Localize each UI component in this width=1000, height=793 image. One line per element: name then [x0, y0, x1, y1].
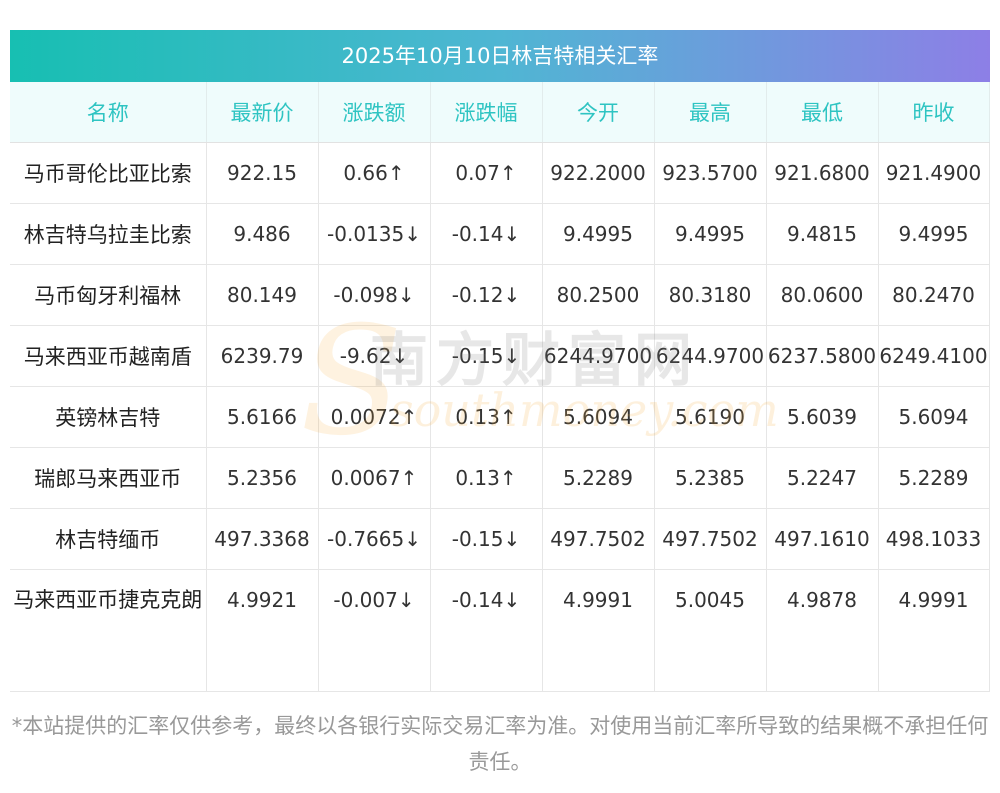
change-percent: -0.14↓ — [430, 569, 543, 692]
high-price: 6244.9700 — [654, 325, 767, 387]
col-header-prev-close: 昨收 — [878, 82, 990, 143]
low-price: 5.2247 — [766, 447, 879, 509]
change-percent: 0.07↑ — [430, 142, 543, 204]
change-amount: -9.62↓ — [318, 325, 431, 387]
latest-price: 4.9921 — [206, 569, 319, 692]
col-header-open: 今开 — [542, 82, 655, 143]
change-percent: 0.13↑ — [430, 386, 543, 448]
open-price: 9.4995 — [542, 203, 655, 265]
change-percent: 0.13↑ — [430, 447, 543, 509]
change-percent: -0.15↓ — [430, 325, 543, 387]
latest-price: 6239.79 — [206, 325, 319, 387]
col-header-high: 最高 — [654, 82, 767, 143]
currency-pair-name: 林吉特缅币 — [10, 508, 207, 570]
open-price: 6244.9700 — [542, 325, 655, 387]
prev-close-price: 4.9991 — [878, 569, 990, 692]
high-price: 5.6190 — [654, 386, 767, 448]
open-price: 922.2000 — [542, 142, 655, 204]
change-amount: -0.098↓ — [318, 264, 431, 326]
prev-close-price: 5.6094 — [878, 386, 990, 448]
latest-price: 5.6166 — [206, 386, 319, 448]
high-price: 9.4995 — [654, 203, 767, 265]
currency-pair-name: 马来西亚币越南盾 — [10, 325, 207, 387]
table-row: 林吉特缅币 497.3368 -0.7665↓ -0.15↓ 497.7502 … — [10, 508, 990, 570]
change-amount: -0.7665↓ — [318, 508, 431, 570]
table-title: 2025年10月10日林吉特相关汇率 — [10, 30, 990, 82]
low-price: 80.0600 — [766, 264, 879, 326]
col-header-change: 涨跌额 — [318, 82, 431, 143]
high-price: 497.7502 — [654, 508, 767, 570]
low-price: 9.4815 — [766, 203, 879, 265]
table-header-row: 名称 最新价 涨跌额 涨跌幅 今开 最高 最低 昨收 — [10, 82, 990, 143]
low-price: 921.6800 — [766, 142, 879, 204]
change-amount: 0.0067↑ — [318, 447, 431, 509]
high-price: 5.2385 — [654, 447, 767, 509]
low-price: 497.1610 — [766, 508, 879, 570]
currency-pair-name: 马币哥伦比亚比索 — [10, 142, 207, 204]
col-header-name: 名称 — [10, 82, 207, 143]
exchange-rate-table: 名称 最新价 涨跌额 涨跌幅 今开 最高 最低 昨收 马币哥伦比亚比索 922.… — [10, 82, 990, 692]
high-price: 80.3180 — [654, 264, 767, 326]
latest-price: 922.15 — [206, 142, 319, 204]
high-price: 923.5700 — [654, 142, 767, 204]
currency-pair-name: 林吉特乌拉圭比索 — [10, 203, 207, 265]
low-price: 6237.5800 — [766, 325, 879, 387]
open-price: 5.6094 — [542, 386, 655, 448]
table-row: 英镑林吉特 5.6166 0.0072↑ 0.13↑ 5.6094 5.6190… — [10, 386, 990, 448]
change-percent: -0.14↓ — [430, 203, 543, 265]
prev-close-price: 6249.4100 — [878, 325, 990, 387]
prev-close-price: 80.2470 — [878, 264, 990, 326]
table-row: 马币哥伦比亚比索 922.15 0.66↑ 0.07↑ 922.2000 923… — [10, 142, 990, 204]
latest-price: 5.2356 — [206, 447, 319, 509]
change-percent: -0.12↓ — [430, 264, 543, 326]
table-row: 林吉特乌拉圭比索 9.486 -0.0135↓ -0.14↓ 9.4995 9.… — [10, 203, 990, 265]
open-price: 80.2500 — [542, 264, 655, 326]
table-row: 马来西亚币捷克克朗 4.9921 -0.007↓ -0.14↓ 4.9991 5… — [10, 569, 990, 692]
latest-price: 9.486 — [206, 203, 319, 265]
change-percent: -0.15↓ — [430, 508, 543, 570]
disclaimer-text: *本站提供的汇率仅供参考，最终以各银行实际交易汇率为准。对使用当前汇率所导致的结… — [11, 714, 989, 774]
prev-close-price: 9.4995 — [878, 203, 990, 265]
currency-pair-name: 马来西亚币捷克克朗 — [10, 569, 207, 692]
col-header-latest: 最新价 — [206, 82, 319, 143]
prev-close-price: 498.1033 — [878, 508, 990, 570]
change-amount: 0.66↑ — [318, 142, 431, 204]
low-price: 5.6039 — [766, 386, 879, 448]
currency-pair-name: 瑞郎马来西亚币 — [10, 447, 207, 509]
change-amount: -0.007↓ — [318, 569, 431, 692]
currency-pair-name: 英镑林吉特 — [10, 386, 207, 448]
latest-price: 80.149 — [206, 264, 319, 326]
low-price: 4.9878 — [766, 569, 879, 692]
prev-close-price: 5.2289 — [878, 447, 990, 509]
latest-price: 497.3368 — [206, 508, 319, 570]
table-row: 瑞郎马来西亚币 5.2356 0.0067↑ 0.13↑ 5.2289 5.23… — [10, 447, 990, 509]
table-row: 马币匈牙利福林 80.149 -0.098↓ -0.12↓ 80.2500 80… — [10, 264, 990, 326]
col-header-low: 最低 — [766, 82, 879, 143]
change-amount: -0.0135↓ — [318, 203, 431, 265]
prev-close-price: 921.4900 — [878, 142, 990, 204]
currency-pair-name: 马币匈牙利福林 — [10, 264, 207, 326]
open-price: 497.7502 — [542, 508, 655, 570]
high-price: 5.0045 — [654, 569, 767, 692]
table-row: 马来西亚币越南盾 6239.79 -9.62↓ -0.15↓ 6244.9700… — [10, 325, 990, 387]
change-amount: 0.0072↑ — [318, 386, 431, 448]
open-price: 4.9991 — [542, 569, 655, 692]
open-price: 5.2289 — [542, 447, 655, 509]
col-header-change-pct: 涨跌幅 — [430, 82, 543, 143]
